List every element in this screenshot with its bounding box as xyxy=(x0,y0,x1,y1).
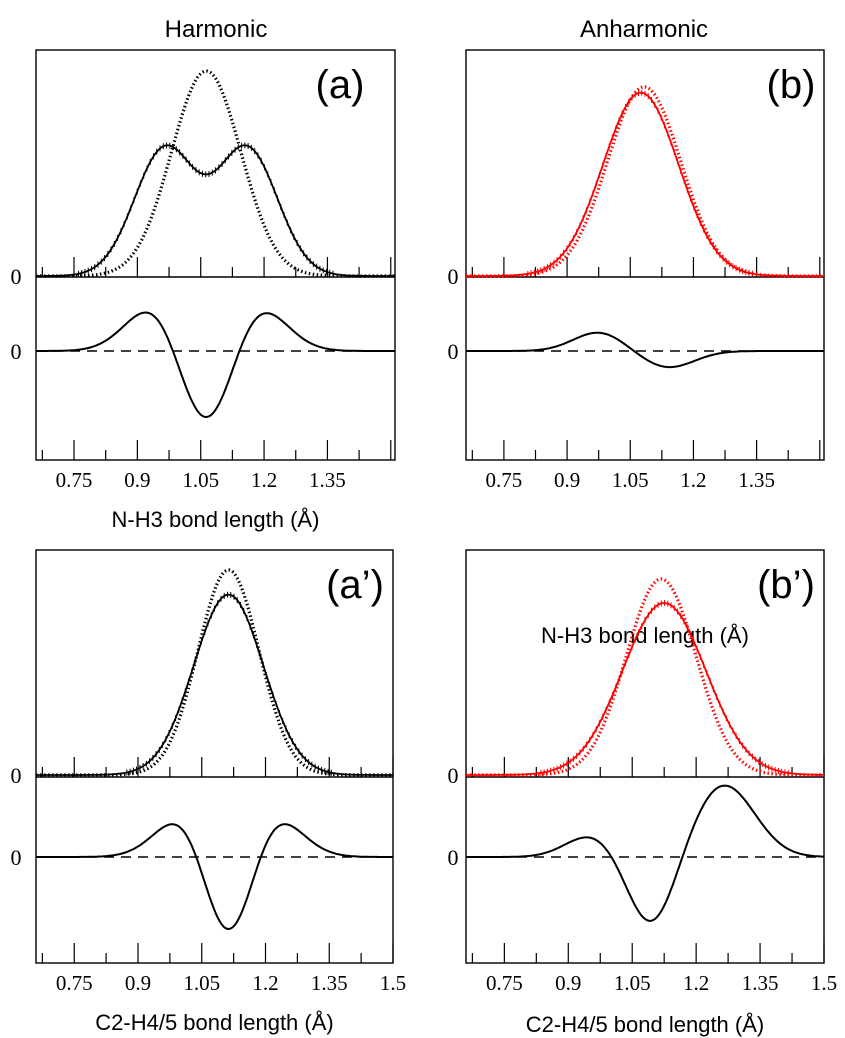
x-tick-label: 1.35 xyxy=(309,468,346,492)
bottom-zero-label: 0 xyxy=(448,845,459,870)
top-series-dotted xyxy=(36,568,393,777)
bottom-difference-curve xyxy=(466,331,824,369)
x-tick-label: 1.2 xyxy=(683,971,709,995)
x-tick-label: 1.05 xyxy=(614,971,651,995)
plot-frame xyxy=(465,49,825,461)
top-series-solid xyxy=(466,91,824,277)
top-series-dotted xyxy=(36,69,395,278)
x-tick-label: 0.75 xyxy=(486,468,523,492)
bottom-difference-curve xyxy=(36,823,393,931)
x-tick-label: 1.05 xyxy=(182,468,219,492)
top-zero-label: 0 xyxy=(448,763,459,788)
panel-label: (a’) xyxy=(326,563,384,607)
x-tick-label: 1.35 xyxy=(738,468,775,492)
panel-3: 0.75 0.9 1.05 1.2 1.35 1.5 C2-H4/5 bond length… xyxy=(448,549,837,1037)
plot-frame xyxy=(35,49,396,461)
bottom-difference-curve xyxy=(466,784,824,922)
plot-frame xyxy=(35,549,394,964)
top-series-dotted xyxy=(466,577,824,777)
x-tick-label: 0.75 xyxy=(56,971,93,995)
x-tick-label: 1.35 xyxy=(742,971,779,995)
top-series-dotted xyxy=(466,85,824,278)
top-zero-label: 0 xyxy=(11,264,22,289)
column-title-anharmonic: Anharmonic xyxy=(580,16,708,43)
x-tick-label: 0.9 xyxy=(124,468,150,492)
panel-0: 0.75 0.9 1.05 1.2 1.35 N-H3 bond length (Å) (a… xyxy=(11,49,396,532)
x-axis-label: N-H3 bond length (Å) xyxy=(112,507,320,532)
top-zero-label: 0 xyxy=(448,264,459,289)
x-tick-label: 1.5 xyxy=(811,971,837,995)
column-title-harmonic: Harmonic xyxy=(165,16,268,43)
panel-2: 0.75 0.9 1.05 1.2 1.35 1.5 C2-H4/5 bond length… xyxy=(11,549,406,1035)
x-axis-label: C2-H4/5 bond length (Å) xyxy=(95,1010,333,1035)
panel-label: (b’) xyxy=(757,563,815,607)
x-tick-label: 1.2 xyxy=(680,468,706,492)
x-tick-label: 1.2 xyxy=(251,468,277,492)
x-tick-label: 1.35 xyxy=(311,971,348,995)
top-series-solid xyxy=(36,144,395,277)
bottom-zero-label: 0 xyxy=(11,339,22,364)
plot-frame xyxy=(465,549,825,964)
x-tick-label: 0.75 xyxy=(486,971,523,995)
x-tick-label: 0.9 xyxy=(555,971,581,995)
panel-label: (a) xyxy=(316,63,365,107)
bottom-zero-label: 0 xyxy=(11,845,22,870)
x-tick-label: 0.75 xyxy=(56,468,93,492)
panel-1: 0.75 0.9 1.05 1.2 1.35 N-H3 bond length (Å) (b… xyxy=(448,49,825,648)
x-axis-label: C2-H4/5 bond length (Å) xyxy=(526,1012,764,1037)
x-axis-label: N-H3 bond length (Å) xyxy=(541,623,749,648)
x-tick-label: 1.05 xyxy=(612,468,649,492)
x-tick-label: 0.9 xyxy=(125,971,151,995)
bottom-zero-label: 0 xyxy=(448,339,459,364)
panels: 0.75 0.9 1.05 1.2 1.35 N-H3 bond length (Å) (a… xyxy=(11,49,837,1037)
x-tick-label: 1.2 xyxy=(252,971,278,995)
top-zero-label: 0 xyxy=(11,763,22,788)
top-series-solid xyxy=(36,593,393,776)
bottom-difference-curve xyxy=(36,311,395,419)
x-tick-label: 0.9 xyxy=(554,468,580,492)
x-tick-label: 1.5 xyxy=(380,971,406,995)
x-tick-label: 1.05 xyxy=(183,971,220,995)
panel-label: (b) xyxy=(767,63,816,107)
